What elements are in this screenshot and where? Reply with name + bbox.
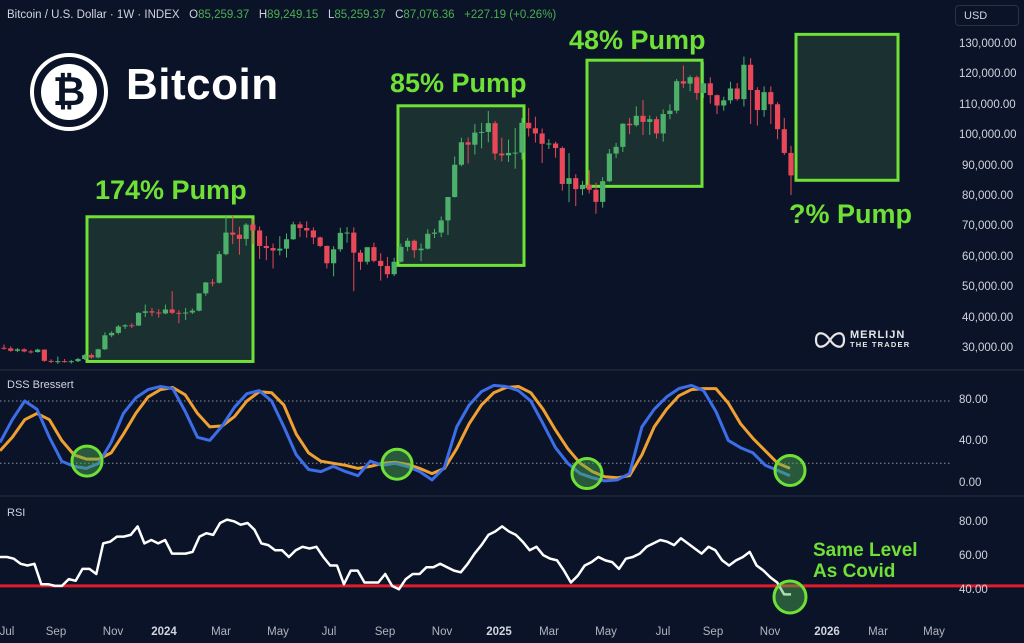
dss-tick-label: 40.00 — [959, 435, 988, 447]
time-tick-label: 2026 — [814, 626, 840, 638]
time-tick-label: May — [923, 626, 945, 638]
time-tick-label: Sep — [702, 626, 724, 638]
watermark: MERLIJN THE TRADER — [814, 329, 910, 351]
rsi-annotation: Same Level As Covid — [813, 540, 918, 582]
time-tick-label: Sep — [45, 626, 67, 638]
rsi-annotation-line1: Same Level — [813, 540, 918, 561]
time-tick-label: May — [267, 626, 289, 638]
time-tick-label: Jul — [655, 626, 671, 638]
time-tick-label: 2024 — [151, 626, 177, 638]
brand-title: Bitcoin — [126, 60, 279, 109]
open-label: O — [189, 9, 199, 21]
open-value: 85,259.37 — [198, 9, 250, 21]
change-value: +227.19 (+0.26%) — [464, 9, 557, 21]
price-tick-label: 80,000.00 — [962, 190, 1014, 202]
rsi-pane-label[interactable]: RSI — [7, 507, 26, 519]
bitcoin-logo-icon: ₿ — [30, 53, 108, 131]
price-tick-label: 70,000.00 — [962, 220, 1014, 233]
price-tick-label: 130,000.00 — [959, 38, 1017, 50]
time-tick-label: Mar — [211, 626, 231, 638]
dss-tick-label: 0.00 — [959, 477, 982, 489]
time-tick-label: Jul — [321, 626, 337, 638]
annotation-pump-85: 85% Pump — [390, 68, 527, 98]
pump-box-2 — [396, 104, 526, 267]
time-tick-label: Mar — [539, 626, 559, 638]
symbol-title: Bitcoin / U.S. Dollar · 1W · INDEX — [7, 9, 180, 21]
close-label: C — [395, 9, 404, 21]
annotation-pump-174: 174% Pump — [95, 175, 247, 205]
high-value: 89,249.15 — [267, 9, 319, 21]
price-candles — [1, 56, 794, 364]
time-tick-label: Jul — [0, 626, 15, 638]
time-tick-label: Nov — [102, 626, 124, 638]
dss-pane-plot — [0, 383, 950, 491]
price-tick-label: 90,000.00 — [962, 159, 1014, 172]
time-tick-label: Sep — [374, 626, 396, 638]
symbol-header: Bitcoin / U.S. Dollar · 1W · INDEX O85,2… — [7, 9, 556, 21]
price-tick-label: 110,000.00 — [959, 98, 1016, 111]
price-tick-label: 120,000.00 — [959, 68, 1017, 81]
dss-pane-label[interactable]: DSS Bressert — [7, 379, 74, 391]
rsi-annotation-line2: As Covid — [813, 561, 896, 582]
rsi-tick-label: 40.00 — [959, 584, 988, 596]
close-value: 87,076.36 — [403, 9, 455, 21]
time-tick-label: Nov — [759, 626, 781, 638]
rsi-tick-label: 60.00 — [959, 550, 988, 562]
time-tick-label: May — [595, 626, 617, 638]
rsi-pane-plot — [0, 518, 1024, 615]
bitcoin-logo-inner: ₿ — [41, 64, 97, 120]
watermark-text: MERLIJN THE TRADER — [850, 329, 911, 350]
annotation-pump-48: 48% Pump — [569, 25, 706, 55]
price-tick-label: 60,000.00 — [962, 250, 1014, 263]
dss-tick-label: 80.00 — [959, 394, 988, 406]
price-tick-label: 40,000.00 — [962, 311, 1014, 324]
price-tick-label: 30,000.00 — [962, 342, 1014, 354]
bitcoin-glyph: ₿ — [52, 69, 86, 115]
price-tick-label: 50,000.00 — [962, 281, 1014, 294]
time-tick-label: Nov — [431, 626, 453, 638]
pump-box-3 — [585, 58, 704, 188]
time-tick-label: 2025 — [486, 626, 512, 638]
low-label: L — [327, 9, 335, 21]
low-value: 85,259.37 — [334, 9, 386, 21]
pump-box-4 — [794, 32, 900, 182]
rsi-tick-label: 80.00 — [959, 516, 988, 528]
high-label: H — [258, 9, 268, 21]
price-tick-label: 100,000.00 — [959, 129, 1017, 142]
merlijn-logo-icon — [814, 332, 846, 348]
time-tick-label: Mar — [868, 626, 888, 638]
watermark-line2: THE TRADER — [850, 340, 911, 349]
currency-button[interactable]: USD — [955, 5, 1019, 26]
watermark-line1: MERLIJN — [850, 329, 906, 341]
annotation-pump-unknown: ?% Pump — [789, 199, 913, 229]
